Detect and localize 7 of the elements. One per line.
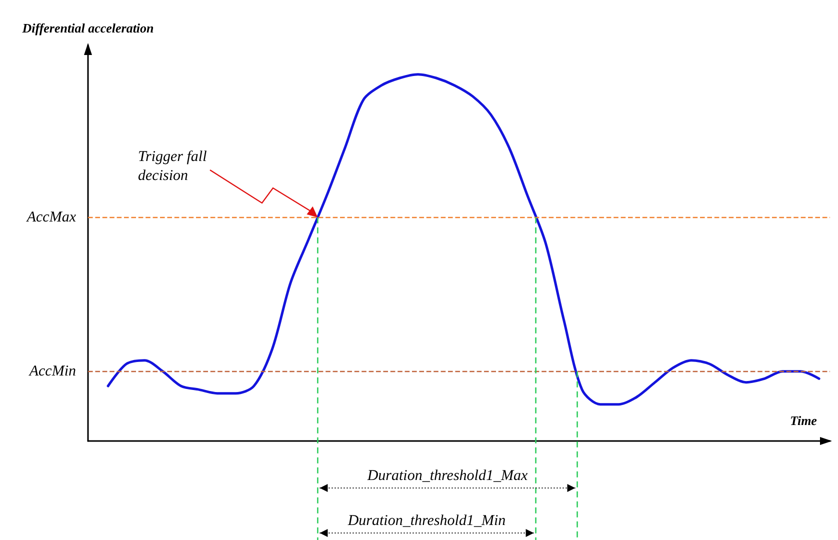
annotation: Trigger fall decision (138, 148, 208, 186)
text: Duration_threshold1_Max (366, 468, 529, 485)
x-axis-title: Time (790, 413, 818, 428)
text: Duration_threshold1_Min (346, 513, 507, 530)
ref-line-label: AccMin (28, 363, 76, 380)
ref-line-label: AccMax (26, 209, 76, 226)
y-axis-title: Differential acceleration (21, 20, 154, 36)
